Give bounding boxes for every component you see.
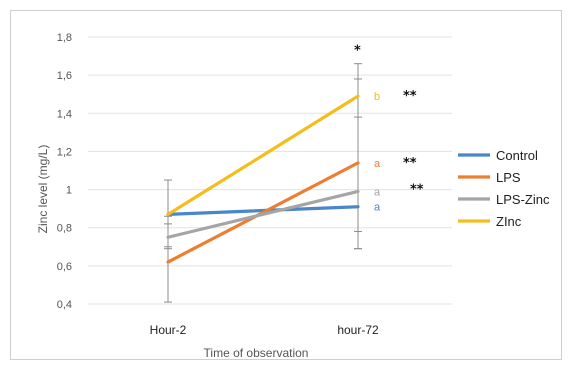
y-axis-ticks: 0,4 0,6 0,8 1 1,2 1,4 1,6 1,8 [57,32,72,311]
series-line-lps-zinc [166,189,360,239]
y-tick-label: 0,6 [57,261,72,273]
y-tick-label: 0,8 [57,223,72,235]
legend-label-zinc: ZInc [496,214,522,229]
group-letter-zinc: b [374,91,380,103]
significance-marker: * [354,43,361,58]
y-tick-label: 0,4 [57,299,72,311]
significance-marker: ** [403,156,417,171]
legend-label-lps-zinc: LPS-Zinc [496,192,550,207]
significance-annotations: ******* [354,43,424,197]
legend-label-lps: LPS [496,170,521,185]
x-axis-categories: Hour-2 hour-72 [150,323,379,337]
y-tick-label: 1 [66,185,72,197]
series-line-lps [166,161,360,264]
group-letter-control: a [374,202,381,214]
group-letter-lps: a [374,158,381,170]
y-tick-label: 1,6 [57,70,72,82]
series-line-zinc [166,94,360,216]
significance-marker: ** [403,89,417,104]
y-tick-label: 1,8 [57,32,72,44]
y-tick-label: 1,2 [57,146,72,158]
legend: Control LPS LPS-Zinc ZInc [458,148,550,229]
x-axis-title: Time of observation [204,346,309,360]
series-lines [166,94,360,264]
x-tick-label-hour-72: hour-72 [337,323,379,337]
x-tick-label-hour-2: Hour-2 [150,323,187,337]
grid-lines [88,36,452,305]
group-letter-lps-zinc: a [374,186,381,198]
chart-frame [10,10,562,360]
y-axis-title: Zinc level (mg/L) [36,145,50,234]
y-tick-label: 1,4 [57,108,72,120]
significance-marker: ** [410,183,424,198]
series-line-control [166,205,360,216]
legend-label-control: Control [496,148,538,163]
